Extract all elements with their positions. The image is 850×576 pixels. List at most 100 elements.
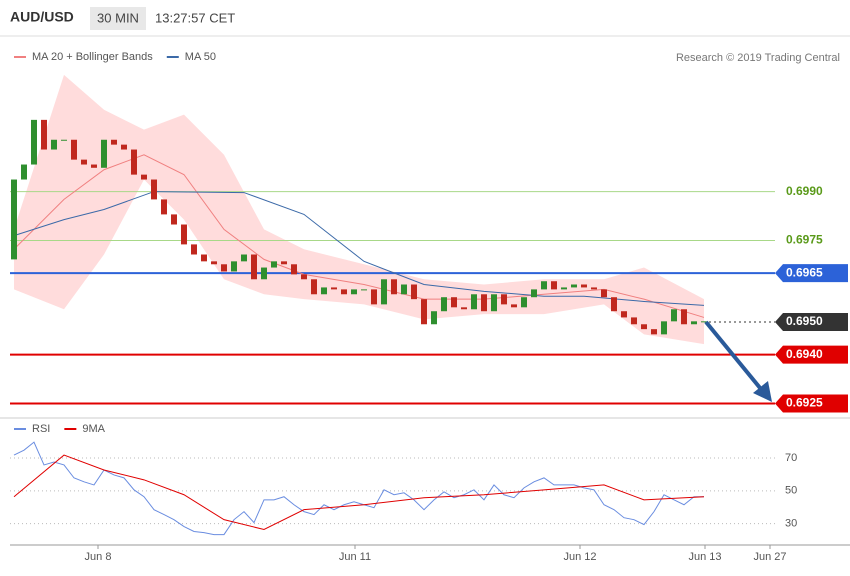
candle [361,289,367,291]
level-label: 0.6925 [786,396,823,410]
candle [431,311,437,325]
level-box [775,312,848,331]
candle [561,287,567,290]
time: 13:27:57 CET [155,10,235,25]
candle [241,254,247,262]
candle [641,324,647,330]
x-tick-label: Jun 27 [753,551,786,563]
candle [61,139,67,141]
candle [211,261,217,265]
candle [121,144,127,150]
candle [481,294,487,312]
candle [671,309,677,322]
candle [311,279,317,295]
candle [171,214,177,225]
candle [191,244,197,255]
levels: 0.6990 0.6975 0.6965 0.6950 0.6940 0.6925 [10,184,848,413]
rsi-panel: 70 50 30 Jun 8 Jun 11 Jun 12 Jun 13 Jun 27 RSI 9M… [10,423,850,563]
candle [681,309,687,325]
candle [601,289,607,298]
candle [331,287,337,290]
candle [371,289,377,305]
level-box [775,264,848,283]
ma-line [13,191,705,306]
x-tick-label: Jun 8 [85,551,112,563]
candle [301,274,307,280]
candle [131,149,137,175]
candle [161,199,167,215]
y-tick-label: 50 [785,485,797,497]
level-box [775,345,848,364]
candle [81,159,87,165]
candle [521,297,527,308]
bands [14,74,704,345]
x-tick-label: Jun 13 [688,551,721,563]
interval: 30 MIN [97,10,139,25]
candle [691,321,697,325]
credit: Research © 2019 Trading Central [676,52,840,64]
level-label: 0.6940 [786,347,823,361]
candle [531,289,537,298]
candle [621,311,627,318]
price-panel: 0.6990 0.6975 0.6965 0.6950 0.6940 0.6925 MA 2… [10,51,848,413]
candle [181,224,187,245]
candle [41,119,47,150]
x-tick-label: Jun 11 [339,551,371,563]
candle [441,297,447,312]
level-label: 0.6965 [786,265,823,279]
candle [291,264,297,275]
candle [581,284,587,288]
candle [511,304,517,308]
candle [571,284,577,288]
candle [101,139,107,168]
series-line [13,454,705,531]
y-tick-label: 70 [785,452,797,464]
candle [201,254,207,262]
candle [111,139,117,145]
candle [231,261,237,272]
candle [151,179,157,200]
forecast-arrow [704,320,772,402]
candle [91,164,97,168]
candle [401,284,407,295]
candle [611,297,617,312]
series-line [13,441,704,536]
legend-label: 9MA [82,423,105,435]
candle [31,119,37,165]
candle [341,289,347,295]
candle [661,321,667,335]
candle [381,279,387,305]
candle [11,179,17,260]
candle [321,287,327,295]
candle [221,264,227,272]
candle [501,294,507,305]
candle [351,289,357,295]
bollinger-band [14,74,704,345]
candle [461,307,467,310]
level-label: 0.6950 [786,314,823,328]
candle [701,321,707,323]
candle [591,287,597,290]
y-tick-label: 30 [785,518,797,530]
candle [491,294,497,312]
candle [541,281,547,290]
candle [251,254,257,280]
candle [51,139,57,150]
interval-box [90,7,146,30]
candle [271,261,277,268]
candle [261,267,267,280]
level-label: 0.6990 [786,184,823,198]
candle [141,174,147,180]
x-tick-label: Jun 12 [563,551,596,563]
level-box [775,394,848,413]
candle [21,164,27,180]
candle [411,284,417,300]
candle [651,329,657,335]
level-label: 0.6975 [786,233,823,247]
candle [471,294,477,310]
candle [451,297,457,308]
legend-label: MA 50 [185,51,216,63]
candle [71,139,77,160]
candle [391,279,397,295]
